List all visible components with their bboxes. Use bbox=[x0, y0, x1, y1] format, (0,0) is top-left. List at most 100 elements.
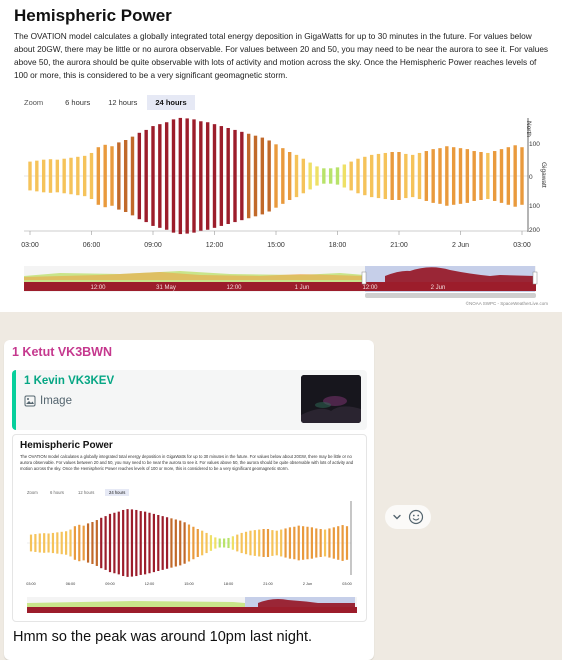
mini-power-bar bbox=[183, 522, 186, 564]
hemispheric-power-panel: Hemispheric Power The OVATION model calc… bbox=[0, 0, 562, 312]
mini-power-bar bbox=[209, 535, 213, 551]
power-bar bbox=[308, 162, 312, 190]
message-text: Hmm so the peak was around 10pm last nig… bbox=[13, 629, 313, 645]
y-tick-200: 200 bbox=[529, 227, 540, 234]
mini-power-bar bbox=[345, 526, 349, 560]
navigator-tick-label: 31 May bbox=[156, 285, 176, 291]
mini-power-bar bbox=[91, 522, 94, 564]
zoom-6h-button[interactable]: 6 hours bbox=[65, 97, 91, 107]
credit-text: ©NOAA SWPC - SpaceWeatherLive.com bbox=[466, 300, 549, 306]
x-axis-tick-label: 21:00 bbox=[390, 242, 408, 249]
power-bar bbox=[130, 136, 135, 216]
power-bar bbox=[294, 154, 299, 198]
power-bar bbox=[356, 158, 360, 194]
power-bar bbox=[458, 148, 463, 204]
power-bar bbox=[151, 126, 155, 226]
y-tick-100: 100 bbox=[529, 141, 540, 148]
power-bar bbox=[301, 158, 306, 194]
power-bar bbox=[287, 152, 292, 200]
mini-zoom-12h: 12 hours bbox=[78, 490, 94, 495]
quoted-type-label: Image bbox=[40, 395, 72, 407]
power-bar bbox=[137, 132, 142, 220]
power-bar bbox=[219, 126, 224, 226]
navigator-tick-label: 12:00 bbox=[90, 285, 106, 291]
navigator-tick-label: 1 Jun bbox=[295, 285, 310, 291]
message-actions bbox=[385, 505, 431, 529]
mini-power-bar bbox=[310, 527, 313, 559]
smiley-icon[interactable] bbox=[408, 509, 424, 525]
power-bar bbox=[281, 148, 285, 204]
power-bar bbox=[383, 152, 388, 200]
power-bar bbox=[431, 149, 435, 203]
mini-x-axis-tick-label: 15:00 bbox=[184, 582, 194, 586]
x-axis-tick-label: 03:00 bbox=[513, 242, 531, 249]
mini-power-bar bbox=[258, 529, 261, 557]
power-bar bbox=[417, 152, 422, 200]
mini-power-bar bbox=[332, 527, 335, 559]
mini-power-bar bbox=[262, 529, 265, 557]
mini-power-bar bbox=[214, 537, 217, 549]
navigator-tick-label: 12:00 bbox=[362, 285, 378, 291]
aurora-thumbnail-image bbox=[301, 375, 361, 423]
navigator-right-handle[interactable] bbox=[532, 271, 538, 285]
mini-power-bar bbox=[122, 509, 125, 577]
navigator-tick-label: 2 Jun bbox=[431, 285, 446, 291]
mini-power-bar bbox=[73, 526, 76, 560]
mini-power-bar bbox=[218, 538, 221, 548]
power-bar bbox=[410, 154, 415, 198]
sender-name[interactable]: 1 Ketut VK3BWN bbox=[12, 345, 113, 359]
zoom-label: Zoom bbox=[24, 97, 44, 107]
chevron-down-icon[interactable] bbox=[392, 512, 402, 522]
power-bar bbox=[192, 119, 196, 233]
mini-description: The OVATION model calculates a globally … bbox=[20, 454, 354, 472]
shared-image[interactable]: Hemispheric Power The OVATION model calc… bbox=[12, 434, 367, 622]
mini-power-bar bbox=[165, 517, 169, 569]
power-bar bbox=[82, 155, 87, 197]
power-bar bbox=[89, 152, 94, 200]
zoom-12h-button[interactable]: 12 hours bbox=[108, 97, 138, 107]
axis-label: Gigawatt bbox=[540, 162, 547, 188]
mini-power-bar bbox=[223, 538, 226, 548]
mini-power-bar bbox=[227, 537, 230, 549]
mini-zoom-6h: 6 hours bbox=[50, 490, 64, 495]
mini-power-bar bbox=[34, 534, 37, 552]
power-bar bbox=[499, 149, 504, 203]
mini-x-axis-tick-label: 09:00 bbox=[105, 582, 115, 586]
power-bar bbox=[315, 166, 319, 186]
power-bar bbox=[397, 152, 401, 200]
power-bar bbox=[492, 151, 497, 201]
power-bar bbox=[438, 148, 442, 204]
power-bar bbox=[233, 129, 237, 223]
mini-power-bar bbox=[187, 524, 191, 562]
x-axis-tick-label: 2 Jun bbox=[452, 242, 469, 249]
mini-power-bar bbox=[69, 529, 72, 557]
mini-zoom-label: Zoom bbox=[27, 490, 38, 495]
power-bar bbox=[178, 117, 183, 235]
zoom-24h-button[interactable]: 24 hours bbox=[147, 94, 195, 110]
power-bar bbox=[322, 168, 326, 184]
mini-power-bar bbox=[65, 531, 68, 555]
quoted-type: Image bbox=[24, 395, 72, 407]
mini-power-bar bbox=[302, 526, 305, 560]
mini-zoom-active-bg bbox=[105, 489, 129, 496]
quoted-message[interactable]: 1 Kevin VK3KEV Image bbox=[12, 370, 367, 430]
mini-power-bar bbox=[148, 512, 151, 574]
power-bar bbox=[404, 153, 408, 199]
power-bar bbox=[424, 151, 429, 201]
navigator-left-handle[interactable] bbox=[361, 271, 367, 285]
mini-x-axis-tick-label: 06:00 bbox=[66, 582, 76, 586]
power-bar bbox=[110, 146, 114, 206]
axis-top-label: North bbox=[525, 121, 532, 137]
power-bar bbox=[342, 164, 347, 188]
power-bar bbox=[41, 159, 46, 193]
mini-power-bar bbox=[179, 520, 182, 566]
mini-power-bar bbox=[323, 529, 327, 557]
navigator-scrollbar[interactable] bbox=[365, 293, 536, 298]
hemispheric-power-chart: 03:00 06:00 09:00 12:00 15:00 18:00 21:00 2 Jun… bbox=[21, 117, 549, 306]
navigator[interactable]: 12:00 31 May 12:00 1 Jun 12:00 2 Jun bbox=[24, 266, 538, 298]
mini-power-bar bbox=[201, 530, 204, 556]
x-axis-tick-label: 18:00 bbox=[329, 242, 347, 249]
power-bar bbox=[328, 168, 333, 184]
page-title: Hemispheric Power bbox=[14, 6, 172, 25]
power-bar bbox=[369, 154, 374, 198]
